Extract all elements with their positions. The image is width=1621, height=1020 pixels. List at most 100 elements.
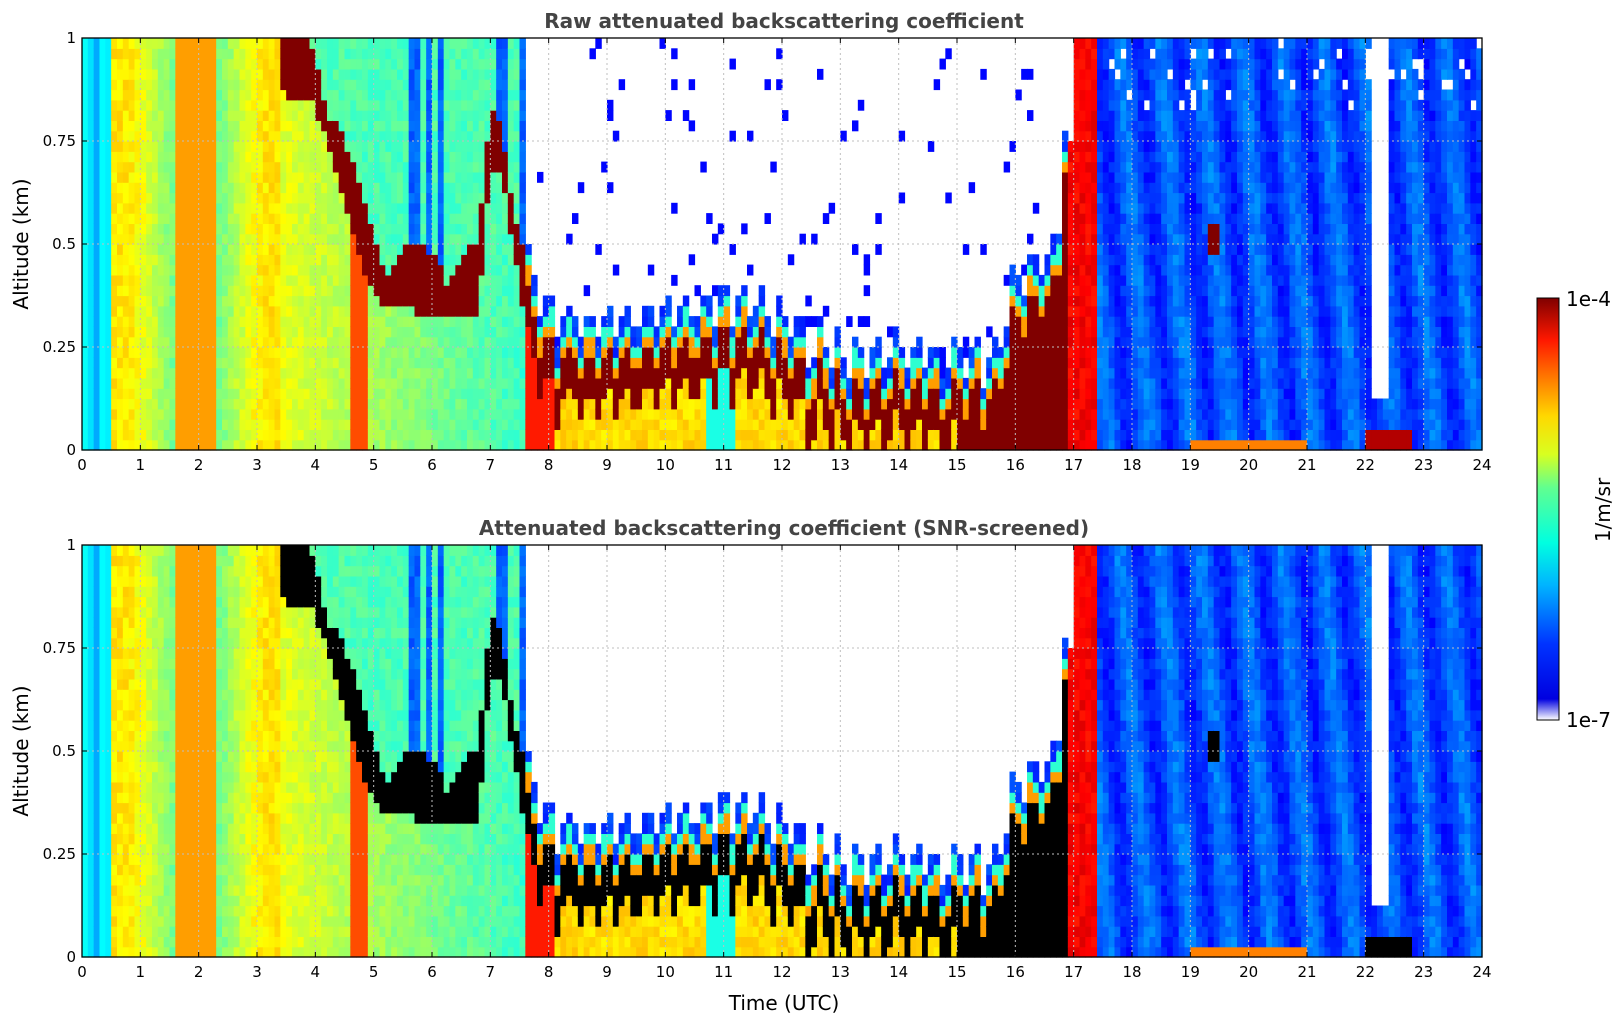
heatmap-cell [122, 367, 130, 379]
heatmap-cell [187, 68, 194, 80]
heatmap-cell [99, 439, 106, 451]
heatmap-cell [461, 244, 468, 255]
heatmap-cell [455, 295, 462, 307]
heatmap-cell [1108, 192, 1116, 204]
heatmap-cell [315, 264, 322, 276]
heatmap-cell [852, 367, 859, 379]
heatmap-cell [327, 295, 334, 307]
heatmap-cell [1079, 264, 1086, 276]
heatmap-cell [286, 68, 293, 80]
heatmap-cell [432, 120, 439, 132]
heatmap-cell [484, 326, 491, 338]
heatmap-cell [128, 264, 136, 276]
heatmap-cell [455, 367, 462, 379]
heatmap-cell [1085, 408, 1092, 420]
heatmap-cell [1091, 79, 1098, 91]
heatmap-cell [1067, 429, 1075, 441]
heatmap-cell [1149, 429, 1156, 441]
heatmap-cell [373, 79, 381, 91]
heatmap-cell [362, 141, 369, 152]
heatmap-cell [198, 130, 206, 142]
heatmap-cell [280, 192, 287, 204]
heatmap-cell [152, 120, 159, 132]
heatmap-cell [548, 316, 556, 327]
heatmap-cell [863, 408, 871, 420]
heatmap-cell [157, 58, 165, 70]
heatmap-cell [1073, 151, 1081, 163]
heatmap-cell [163, 254, 171, 266]
heatmap-cell [321, 336, 328, 348]
heatmap-cell [735, 367, 742, 379]
heatmap-cell [122, 89, 130, 101]
heatmap-cell [449, 305, 456, 317]
heatmap-cell [513, 213, 521, 224]
heatmap-cell [239, 367, 246, 379]
heatmap-cell [519, 89, 526, 101]
heatmap-cell [1120, 151, 1127, 163]
heatmap-cell [1132, 202, 1139, 214]
heatmap-cell [764, 388, 771, 400]
heatmap-cell [227, 254, 235, 266]
heatmap-cell [1161, 161, 1168, 173]
heatmap-cell [128, 316, 136, 327]
heatmap-cell [1097, 264, 1104, 276]
heatmap-cell [332, 79, 340, 91]
heatmap-cell [216, 120, 223, 132]
heatmap-cell [111, 357, 118, 369]
heatmap-cell [939, 58, 946, 70]
heatmap-cell [181, 48, 188, 60]
heatmap-cell [163, 58, 171, 70]
heatmap-cell [414, 295, 421, 307]
heatmap-cell [659, 316, 666, 327]
heatmap-cell [577, 357, 585, 369]
heatmap-cell [1143, 316, 1151, 327]
heatmap-cell [187, 151, 194, 163]
heatmap-cell [1114, 213, 1121, 224]
heatmap-cell [461, 326, 468, 338]
heatmap-cell [537, 316, 544, 327]
heatmap-cell [537, 347, 544, 358]
heatmap-cell [379, 38, 386, 49]
heatmap-cell [99, 388, 106, 400]
heatmap-cell [1114, 419, 1121, 430]
heatmap-cell [472, 398, 480, 410]
heatmap-cell [373, 305, 381, 317]
heatmap-cell [181, 130, 188, 142]
heatmap-cell [1120, 58, 1127, 70]
heatmap-cell [315, 171, 322, 183]
heatmap-cell [192, 120, 200, 132]
heatmap-cell [245, 110, 252, 121]
heatmap-cell [764, 79, 771, 91]
heatmap-cell [472, 367, 480, 379]
heatmap-cell [467, 316, 474, 327]
heatmap-cell [274, 408, 281, 420]
heatmap-cell [700, 408, 707, 420]
heatmap-cell [82, 110, 89, 121]
heatmap-cell [292, 305, 299, 317]
heatmap-cell [1079, 274, 1086, 286]
heatmap-cell [117, 161, 124, 173]
heatmap-cell [1108, 213, 1116, 224]
heatmap-cell [251, 141, 258, 152]
heatmap-cell [472, 141, 480, 152]
heatmap-cell [181, 264, 188, 276]
heatmap-cell [146, 347, 153, 358]
heatmap-cell [962, 377, 970, 389]
heatmap-cell [647, 316, 655, 327]
heatmap-cell [490, 305, 497, 317]
heatmap-cell [1062, 439, 1069, 451]
heatmap-cell [169, 285, 176, 297]
heatmap-cell [513, 161, 521, 173]
heatmap-cell [1015, 388, 1022, 400]
heatmap-cell [327, 223, 334, 235]
heatmap-cell [262, 244, 270, 255]
heatmap-cell [82, 419, 89, 430]
heatmap-cell [379, 79, 386, 91]
heatmap-cell [163, 357, 171, 369]
heatmap-cell [1073, 305, 1081, 317]
heatmap-cell [93, 38, 101, 49]
heatmap-cell [1062, 130, 1069, 142]
heatmap-cell [99, 213, 106, 224]
heatmap-cell [577, 398, 585, 410]
heatmap-cell [233, 48, 241, 60]
